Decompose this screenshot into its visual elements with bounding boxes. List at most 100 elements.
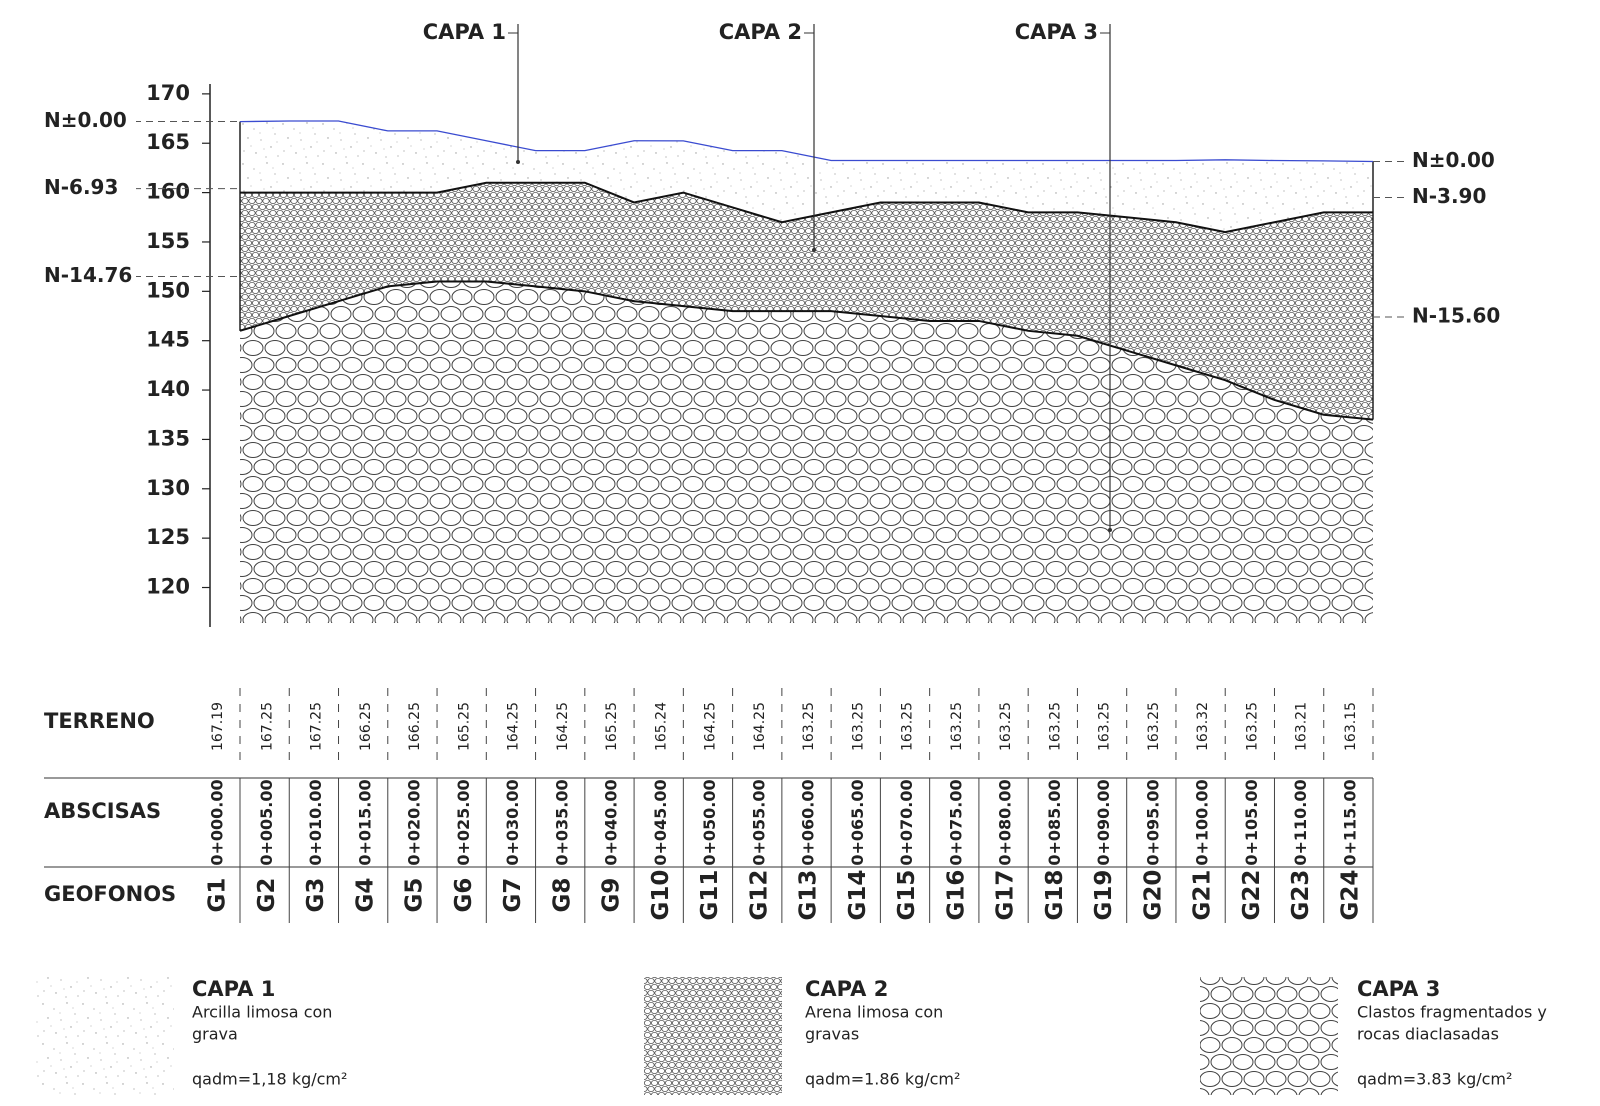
abscisa-value: 0+055.00: [749, 779, 768, 865]
abscisa-value: 0+005.00: [257, 779, 276, 865]
level-label-bg: [40, 263, 136, 290]
geophone-label: G4: [352, 878, 378, 913]
abscisa-value: 0+020.00: [405, 779, 424, 865]
abscisa-value: 0+030.00: [503, 779, 522, 865]
layer-label: CAPA 1: [423, 20, 506, 44]
legend-swatch: [1200, 977, 1338, 1095]
terreno-value: 163.21: [1294, 702, 1310, 751]
row-label: TERRENO: [44, 709, 155, 733]
terreno-value: 163.25: [801, 702, 817, 751]
y-tick-label: 135: [146, 426, 190, 450]
geophone-label: G1: [205, 878, 231, 913]
terreno-value: 163.25: [949, 702, 965, 751]
abscisa-value: 0+090.00: [1094, 779, 1113, 865]
terreno-value: 165.25: [456, 702, 472, 751]
geophone-label: G21: [1190, 870, 1216, 921]
layer-3-top: [239, 280, 1374, 421]
geophone-label: G12: [746, 870, 772, 921]
geophone-label: G16: [943, 870, 969, 921]
level-label: N±0.00: [44, 108, 127, 132]
legend-description: gravas: [805, 1025, 859, 1044]
abscisa-value: 0+060.00: [799, 779, 818, 865]
geophone-label: G20: [1140, 870, 1166, 921]
legend-capacity: qadm=3.83 kg/cm²: [1357, 1070, 1512, 1089]
abscisa-value: 0+095.00: [1143, 779, 1162, 865]
abscisa-value: 0+000.00: [208, 779, 227, 865]
geophone-label: G23: [1288, 870, 1314, 921]
legend-title: CAPA 1: [192, 977, 275, 1001]
terreno-value: 164.25: [752, 702, 768, 751]
terreno-value: 166.25: [407, 702, 423, 751]
abscisa-value: 0+085.00: [1045, 779, 1064, 865]
terreno-value: 163.25: [1047, 702, 1063, 751]
y-tick-label: 150: [146, 278, 190, 302]
level-label: N-6.93: [44, 175, 118, 199]
terreno-value: 163.15: [1343, 702, 1359, 751]
geophone-label: G11: [697, 870, 723, 921]
level-label: N±0.00: [1412, 148, 1495, 172]
terreno-value: 164.25: [555, 702, 571, 751]
level-label: N-15.60: [1412, 303, 1500, 327]
legend-title: CAPA 3: [1357, 977, 1440, 1001]
geophone-label: G8: [549, 878, 575, 913]
level-label-bg: [40, 108, 136, 135]
geophone-label: G14: [845, 870, 871, 921]
terreno-value: 165.24: [653, 702, 669, 751]
leader-dot: [516, 160, 520, 164]
abscisa-value: 0+010.00: [306, 779, 325, 865]
y-tick-label: 145: [146, 328, 190, 352]
abscisa-value: 0+110.00: [1291, 779, 1310, 865]
geophone-label: G24: [1338, 870, 1364, 921]
legend-description: Arcilla limosa con: [192, 1003, 332, 1022]
abscisa-value: 0+070.00: [897, 779, 916, 865]
geophone-label: G5: [402, 878, 428, 913]
abscisa-value: 0+080.00: [996, 779, 1015, 865]
level-label: N-14.76: [44, 263, 132, 287]
y-tick-label: 170: [146, 81, 190, 105]
leader-dot: [812, 248, 816, 252]
y-tick-label: 120: [146, 575, 190, 599]
abscisa-value: 0+065.00: [848, 779, 867, 865]
geophone-label: G19: [1091, 870, 1117, 921]
geophone-label: G3: [303, 878, 329, 913]
terreno-value: 163.25: [850, 702, 866, 751]
level-label-bg: [40, 175, 136, 202]
legend-title: CAPA 2: [805, 977, 888, 1001]
abscisa-value: 0+015.00: [355, 779, 374, 865]
legend-swatch: [36, 977, 174, 1095]
terreno-value: 166.25: [358, 702, 374, 751]
geophone-label: G6: [451, 878, 477, 913]
terreno-value: 165.25: [604, 702, 620, 751]
geophone-label: G15: [894, 870, 920, 921]
terreno-value: 164.25: [506, 702, 522, 751]
terreno-value: 167.25: [259, 702, 275, 751]
abscisa-value: 0+035.00: [552, 779, 571, 865]
terreno-value: 163.25: [1097, 702, 1113, 751]
layer-label: CAPA 3: [1015, 20, 1098, 44]
layer-3-fill: [240, 281, 1373, 623]
layer-2-fill: [240, 182, 1373, 420]
layer-2-top: [240, 181, 1373, 234]
abscisa-value: 0+100.00: [1193, 779, 1212, 865]
geophone-label: G22: [1239, 870, 1265, 921]
terreno-value: 167.19: [210, 702, 226, 751]
layer-label: CAPA 2: [719, 20, 802, 44]
geophone-label: G9: [599, 878, 625, 913]
y-tick-label: 160: [146, 180, 190, 204]
terreno-value: 163.25: [900, 702, 916, 751]
legend-description: grava: [192, 1025, 238, 1044]
row-label: GEOFONOS: [44, 882, 176, 906]
y-tick-label: 140: [146, 377, 190, 401]
geophone-label: G10: [648, 870, 674, 921]
abscisa-value: 0+105.00: [1242, 779, 1261, 865]
legend-capacity: qadm=1.86 kg/cm²: [805, 1070, 960, 1089]
y-tick-label: 165: [146, 130, 190, 154]
terreno-value: 163.25: [998, 702, 1014, 751]
y-tick-label: 125: [146, 525, 190, 549]
y-tick-label: 155: [146, 229, 190, 253]
abscisa-value: 0+045.00: [651, 779, 670, 865]
terreno-value: 163.25: [1244, 702, 1260, 751]
geophone-label: G2: [254, 878, 280, 913]
legend-description: Arena limosa con: [805, 1003, 943, 1022]
